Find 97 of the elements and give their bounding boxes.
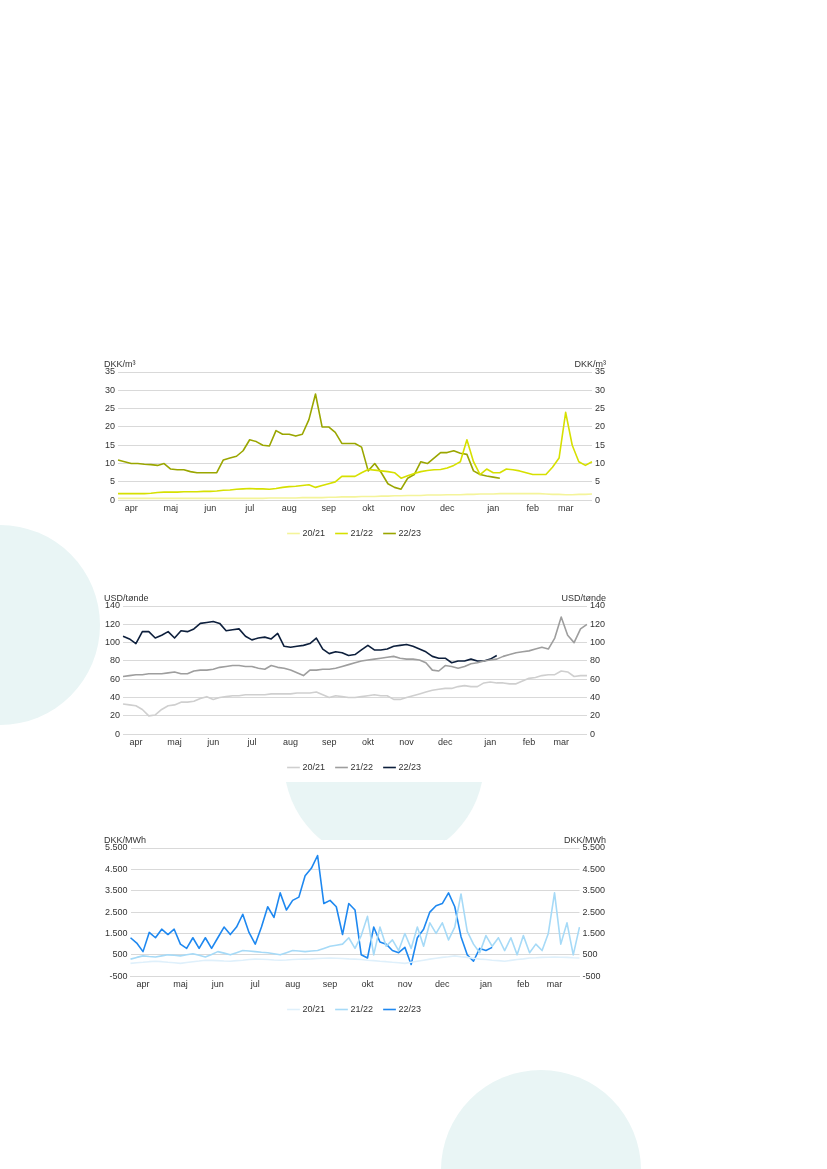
x-tick-label: dec bbox=[437, 737, 453, 748]
x-tick-label: aug bbox=[281, 503, 297, 514]
legend-label: 21/22 bbox=[350, 1003, 374, 1014]
x-tick-label: jul bbox=[249, 979, 260, 990]
legend-label: 20/21 bbox=[302, 1003, 325, 1014]
x-tick-label: apr bbox=[124, 503, 138, 514]
y2-tick-label: 5 bbox=[594, 476, 600, 487]
x-tick-label: nov bbox=[397, 979, 413, 990]
y2-tick-label: 10 bbox=[594, 458, 605, 469]
y-tick-label: 0 bbox=[115, 728, 121, 739]
legend-label: 22/23 bbox=[398, 1003, 422, 1014]
y2-tick-label: 0 bbox=[594, 494, 600, 505]
x-tick-label: apr bbox=[129, 737, 143, 748]
x-tick-label: jul bbox=[246, 737, 257, 748]
y2-tick-label: 40 bbox=[589, 692, 600, 703]
y-tick-label: 5.500 bbox=[104, 842, 128, 853]
x-tick-label: mar bbox=[546, 979, 563, 990]
legend-label: 22/23 bbox=[398, 527, 422, 538]
legend-label: 22/23 bbox=[398, 761, 422, 772]
legend-label: 21/22 bbox=[350, 761, 374, 772]
y-tick-label: 2.500 bbox=[104, 906, 128, 917]
y-tick-label: -500 bbox=[109, 970, 128, 981]
y2-tick-label: 500 bbox=[582, 949, 598, 960]
y2-tick-label: 5.500 bbox=[582, 842, 606, 853]
y2-tick-label: 0 bbox=[589, 728, 595, 739]
y-tick-label: 3.500 bbox=[104, 885, 128, 896]
y-axis-title: DKK/m³ bbox=[104, 358, 136, 369]
legend-label: 20/21 bbox=[302, 527, 325, 538]
x-tick-label: jan bbox=[483, 737, 497, 748]
x-tick-label: sep bbox=[322, 979, 338, 990]
y2-tick-label: 1.500 bbox=[582, 927, 606, 938]
y2-tick-label: 25 bbox=[594, 403, 605, 414]
y2-axis-title: DKK/MWh bbox=[563, 834, 606, 845]
x-tick-label: feb bbox=[522, 737, 536, 748]
x-tick-label: maj bbox=[173, 979, 188, 990]
y2-tick-label: 4.500 bbox=[582, 863, 606, 874]
legend-label: 20/21 bbox=[302, 761, 325, 772]
y-tick-label: 15 bbox=[105, 439, 116, 450]
x-tick-label: nov bbox=[400, 503, 416, 514]
y2-tick-label: 120 bbox=[589, 618, 606, 629]
x-tick-label: jun bbox=[210, 979, 224, 990]
y-axis-title: DKK/MWh bbox=[104, 834, 147, 845]
y2-axis-title: DKK/m³ bbox=[574, 358, 606, 369]
x-tick-label: okt bbox=[362, 503, 375, 514]
x-tick-label: sep bbox=[321, 503, 336, 514]
x-tick-label: mar bbox=[553, 737, 569, 748]
y-tick-label: 30 bbox=[105, 384, 116, 395]
y-tick-label: 35 bbox=[105, 366, 116, 377]
y2-tick-label: 20 bbox=[589, 710, 600, 721]
x-tick-label: maj bbox=[163, 503, 178, 514]
y-tick-label: 10 bbox=[105, 458, 116, 469]
x-tick-label: aug bbox=[283, 737, 299, 748]
y2-tick-label: 3.500 bbox=[582, 885, 606, 896]
x-tick-label: jul bbox=[244, 503, 255, 514]
y2-tick-label: 15 bbox=[594, 439, 605, 450]
x-tick-label: feb bbox=[517, 979, 530, 990]
y2-axis-title: USD/tønde bbox=[561, 592, 606, 603]
y2-tick-label: 100 bbox=[589, 637, 606, 648]
x-tick-label: okt bbox=[361, 979, 374, 990]
legend-label: 21/22 bbox=[350, 527, 374, 538]
y-tick-label: 120 bbox=[104, 618, 121, 629]
x-tick-label: jun bbox=[203, 503, 217, 514]
y-tick-label: 140 bbox=[104, 600, 121, 611]
x-tick-label: dec bbox=[439, 503, 455, 514]
y2-tick-label: 2.500 bbox=[582, 906, 606, 917]
y-tick-label: 80 bbox=[110, 655, 121, 666]
x-tick-label: sep bbox=[321, 737, 337, 748]
x-tick-label: aug bbox=[285, 979, 301, 990]
y2-tick-label: 20 bbox=[594, 421, 605, 432]
y-tick-label: 1.500 bbox=[104, 927, 128, 938]
x-tick-label: jun bbox=[206, 737, 220, 748]
y2-tick-label: 80 bbox=[589, 655, 600, 666]
y2-tick-label: 35 bbox=[594, 366, 605, 377]
y2-tick-label: 30 bbox=[594, 384, 605, 395]
y2-tick-label: 140 bbox=[589, 600, 606, 611]
x-tick-label: dec bbox=[435, 979, 451, 990]
y-tick-label: 100 bbox=[104, 637, 121, 648]
y-tick-label: 20 bbox=[105, 421, 116, 432]
y-tick-label: 60 bbox=[110, 673, 121, 684]
x-tick-label: mar bbox=[557, 503, 574, 514]
y-tick-label: 40 bbox=[110, 692, 121, 703]
y-tick-label: 500 bbox=[112, 949, 128, 960]
y-tick-label: 5 bbox=[110, 476, 116, 487]
y-tick-label: 25 bbox=[105, 403, 116, 414]
x-tick-label: apr bbox=[136, 979, 150, 990]
y-tick-label: 0 bbox=[110, 494, 116, 505]
y-axis-title: USD/tønde bbox=[104, 592, 149, 603]
y-tick-label: 20 bbox=[110, 710, 121, 721]
x-tick-label: jan bbox=[486, 503, 500, 514]
y-tick-label: 4.500 bbox=[104, 863, 128, 874]
y2-tick-label: -500 bbox=[582, 970, 601, 981]
x-tick-label: maj bbox=[167, 737, 182, 748]
x-tick-label: jan bbox=[478, 979, 492, 990]
x-tick-label: okt bbox=[361, 737, 375, 748]
x-tick-label: nov bbox=[399, 737, 415, 748]
x-tick-label: feb bbox=[526, 503, 539, 514]
y2-tick-label: 60 bbox=[589, 673, 600, 684]
